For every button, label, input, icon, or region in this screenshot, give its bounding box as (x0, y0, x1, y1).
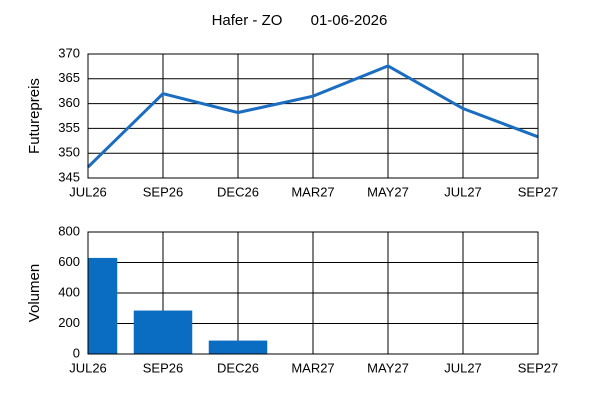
x-tick-label: MAY27 (367, 184, 409, 199)
y-tick-label: 355 (58, 120, 80, 135)
plot-border (87, 53, 539, 179)
y-tick-label: 350 (58, 145, 80, 160)
y-tick-label: 400 (58, 284, 80, 299)
plot-border (87, 231, 539, 355)
x-tick-label: MAY27 (367, 360, 409, 375)
bar (133, 310, 193, 354)
bar (208, 340, 268, 354)
x-tick-label: MAR27 (291, 184, 334, 199)
x-tick-label: JUL27 (444, 184, 482, 199)
x-tick-label: SEP26 (143, 360, 183, 375)
y-tick-label: 800 (58, 223, 80, 238)
y-tick-label: 365 (58, 70, 80, 85)
bars (88, 257, 268, 354)
x-tick-label: SEP27 (518, 184, 558, 199)
y-tick-label: 600 (58, 254, 80, 269)
y-tick-label: 345 (58, 169, 80, 184)
chart-date: 01-06-2026 (311, 12, 388, 29)
x-tick-label: DEC26 (217, 360, 259, 375)
chart-title: Hafer - ZO (212, 12, 283, 29)
x-tick-label: JUL27 (444, 360, 482, 375)
y-tick-label: 0 (73, 345, 80, 360)
y-tick-label: 200 (58, 315, 80, 330)
x-tick-label: JUL26 (69, 184, 107, 199)
bar (88, 257, 118, 354)
y-tick-label: 370 (58, 45, 80, 60)
line-series (86, 64, 539, 169)
x-tick-label: SEP27 (518, 360, 558, 375)
y-axis-label: Futurepreis (26, 78, 43, 154)
x-tick-label: DEC26 (217, 184, 259, 199)
y-tick-label: 360 (58, 95, 80, 110)
x-tick-label: MAR27 (291, 360, 334, 375)
x-tick-label: JUL26 (69, 360, 107, 375)
y-axis-label: Volumen (26, 264, 43, 322)
x-tick-label: SEP26 (143, 184, 183, 199)
